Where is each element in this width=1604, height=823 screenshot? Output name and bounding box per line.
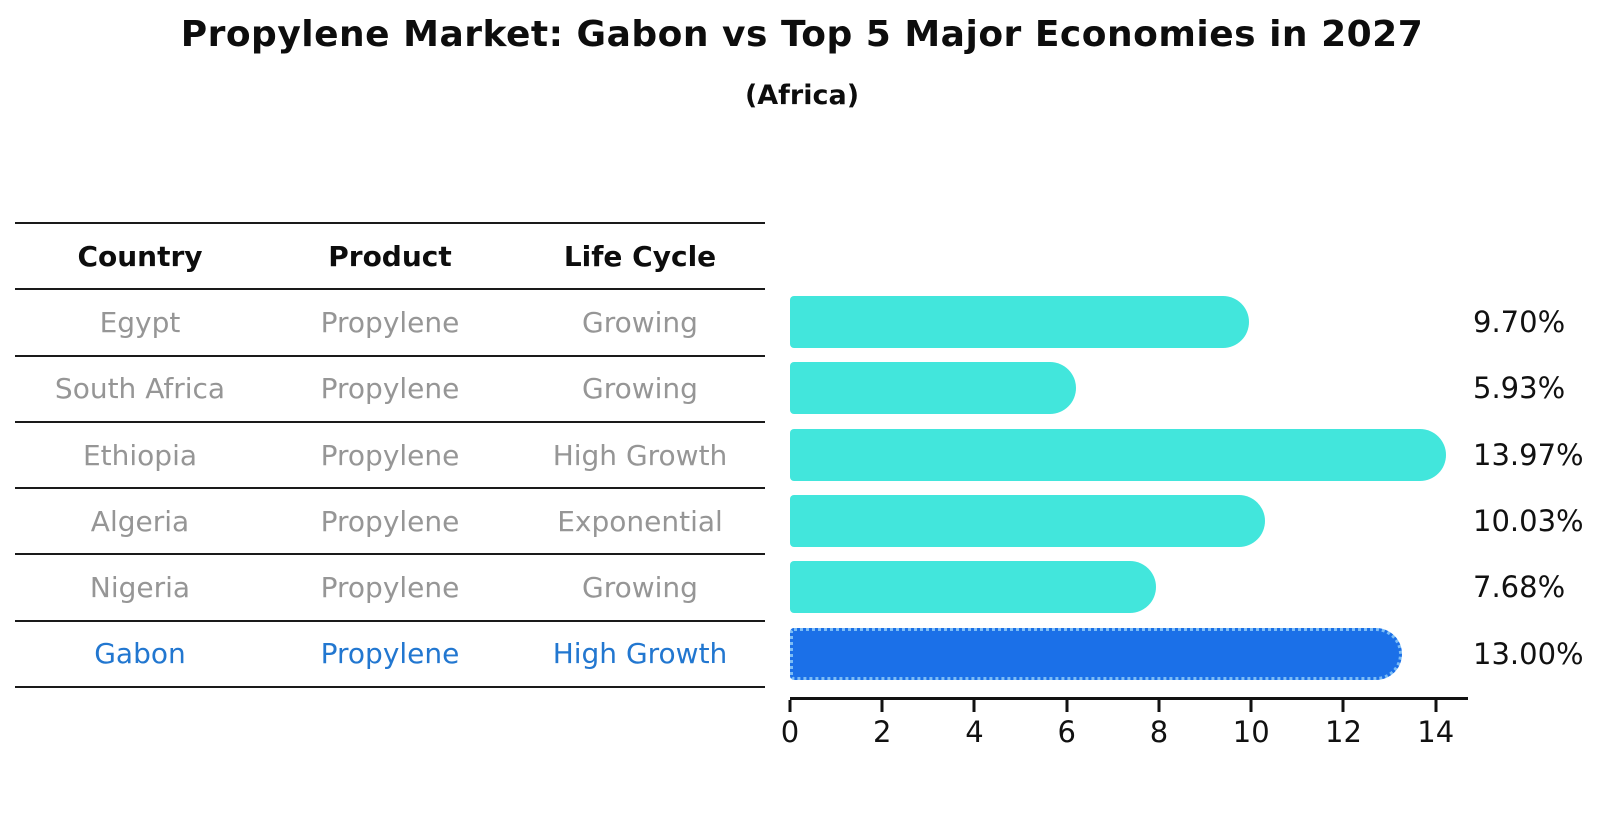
bar-algeria [790,495,1265,548]
table-cell-life_cycle: High Growth [552,637,728,671]
table-cell-product: Propylene [320,305,460,339]
bar-egypt [790,296,1250,349]
table-cell-product: Propylene [320,438,460,472]
table-row: Egypt Propylene Growing [15,290,765,357]
table-col-header-product: Product [328,239,452,273]
bar-south-africa [790,362,1076,415]
table-row: Gabon Propylene High Growth [15,622,765,689]
table-cell-life_cycle: High Growth [552,438,728,472]
table-cell-product: Propylene [320,637,460,671]
x-axis-tick [972,700,976,712]
table-cell-product: Propylene [320,504,460,538]
table-cell-life_cycle: Growing [582,372,698,406]
bar-nigeria [790,561,1157,614]
x-axis-tick-label: 6 [1057,715,1076,749]
table-row: Nigeria Propylene Growing [15,555,765,622]
table-cell-country: Gabon [94,637,186,671]
table-row: Ethiopia Propylene High Growth [15,423,765,490]
bar-gabon-highlight [790,627,1402,680]
table-row: Algeria Propylene Exponential [15,489,765,556]
table-row: South Africa Propylene Growing [15,357,765,423]
table-cell-product: Propylene [320,571,460,605]
bar-value-label: 10.03% [1473,504,1584,539]
x-axis-tick [788,700,792,712]
x-axis-tick [1249,700,1253,712]
chart-subtitle: (Africa) [744,80,860,111]
table-cell-life_cycle: Exponential [557,504,723,538]
table-cell-country: Nigeria [89,571,191,605]
chart-title: Propylene Market: Gabon vs Top 5 Major E… [180,14,1424,55]
table-cell-life_cycle: Growing [582,571,698,605]
x-axis-tick-label: 10 [1232,715,1270,749]
bar-value-label: 9.70% [1473,305,1566,340]
table-cell-country: South Africa [54,372,226,406]
x-axis-tick-label: 0 [780,715,800,749]
x-axis-tick-label: 14 [1417,715,1455,749]
bar-ethiopia [790,428,1447,481]
x-axis-tick-label: 2 [873,715,892,749]
country-table: Country Product Life Cycle Egypt Propylene G… [15,222,765,689]
x-axis-tick-label: 4 [965,715,984,749]
x-axis-tick [1065,700,1069,712]
bar-value-label: 13.97% [1473,437,1584,472]
table-cell-life_cycle: Growing [582,305,698,339]
table-cell-product: Propylene [320,372,460,406]
table-header-row: Country Product Life Cycle [15,224,765,291]
x-axis-tick-label: 8 [1149,715,1169,749]
x-axis-tick [880,700,884,712]
table-col-header-life-cycle: Life Cycle [563,239,717,273]
bar-value-label: 7.68% [1473,570,1566,605]
table-col-header-country: Country [77,239,203,273]
bar-value-label: 5.93% [1473,371,1566,406]
bar-value-label: 13.00% [1473,636,1584,671]
x-axis-line [790,697,1468,700]
x-axis-tick [1341,700,1345,712]
table-cell-country: Algeria [90,504,190,538]
x-axis-tick [1434,700,1438,712]
table-cell-country: Egypt [99,305,181,339]
x-axis-tick-label: 12 [1325,715,1362,749]
table-body: Egypt Propylene Growing South Africa Propyle… [15,290,765,689]
table-cell-country: Ethiopia [82,438,198,472]
x-axis-tick [1157,700,1161,712]
